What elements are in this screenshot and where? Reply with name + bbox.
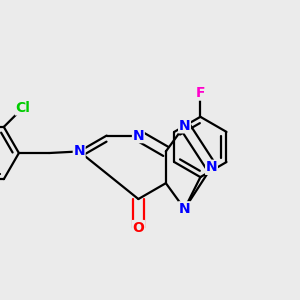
Text: O: O [132, 220, 144, 235]
Text: N: N [74, 144, 85, 158]
Text: Cl: Cl [15, 101, 30, 115]
Text: F: F [196, 86, 205, 100]
Text: N: N [206, 160, 217, 174]
Text: N: N [179, 119, 190, 133]
Text: N: N [133, 129, 144, 142]
Text: N: N [179, 202, 190, 216]
